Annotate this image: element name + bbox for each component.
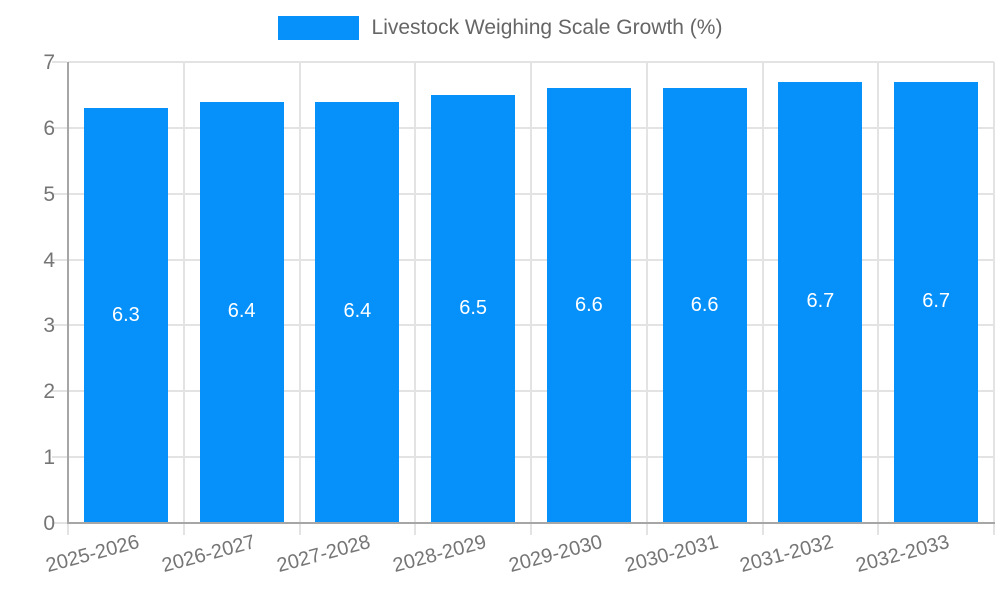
bar-value-label: 6.4 [343, 300, 372, 323]
x-gridline [993, 62, 995, 523]
y-tick-mark [52, 126, 67, 129]
y-tick-mark [52, 324, 67, 327]
bar-value-label: 6.3 [111, 303, 140, 326]
x-gridline [530, 62, 532, 523]
x-gridline [182, 62, 185, 523]
x-gridline [414, 62, 417, 523]
chart-legend: Livestock Weighing Scale Growth (%) [0, 16, 1000, 40]
x-axis-line [67, 522, 995, 524]
bar: 6.4 [315, 101, 400, 522]
x-tick-mark [182, 523, 185, 535]
y-tick-mark [52, 390, 67, 393]
bar-value-label: 6.7 [806, 290, 835, 313]
y-tick-label: 5 [43, 182, 55, 206]
x-gridline [298, 62, 301, 523]
x-gridline [761, 62, 764, 523]
y-tick-mark [52, 61, 67, 63]
y-tick-label: 7 [43, 51, 55, 74]
legend-swatch-icon[interactable] [277, 16, 359, 40]
bar: 6.5 [431, 94, 516, 522]
x-gridline [645, 62, 648, 523]
bar: 6.7 [894, 81, 979, 522]
legend-label[interactable]: Livestock Weighing Scale Growth (%) [371, 16, 723, 39]
y-tick-mark [52, 192, 67, 195]
y-tick-label: 0 [43, 512, 55, 535]
bar: 6.6 [546, 88, 631, 522]
y-tick-label: 2 [43, 380, 55, 404]
bar-value-label: 6.4 [227, 300, 256, 323]
x-tick-mark [645, 523, 648, 535]
bar: 6.4 [199, 101, 284, 522]
x-tick-mark [993, 523, 995, 535]
x-gridline [877, 62, 880, 523]
x-tick-mark [414, 523, 417, 535]
bar-value-label: 6.6 [690, 293, 719, 316]
bar: 6.7 [778, 81, 863, 522]
y-tick-label: 6 [43, 116, 55, 140]
x-tick-mark [67, 523, 69, 535]
y-tick-label: 4 [43, 248, 55, 272]
x-tick-mark [298, 523, 301, 535]
bar: 6.6 [662, 88, 747, 522]
y-axis-line [67, 62, 69, 523]
y-tick-label: 1 [43, 446, 55, 470]
x-tick-mark [761, 523, 764, 535]
x-tick-mark [530, 523, 532, 535]
y-tick-label: 3 [43, 314, 55, 338]
bar-value-label: 6.5 [459, 296, 488, 319]
bar: 6.3 [83, 108, 168, 522]
y-tick-mark [52, 258, 67, 261]
y-tick-mark [52, 522, 67, 524]
y-tick-mark [52, 456, 67, 459]
bar-value-label: 6.7 [922, 290, 951, 313]
x-tick-mark [877, 523, 880, 535]
bar-value-label: 6.6 [574, 293, 603, 316]
